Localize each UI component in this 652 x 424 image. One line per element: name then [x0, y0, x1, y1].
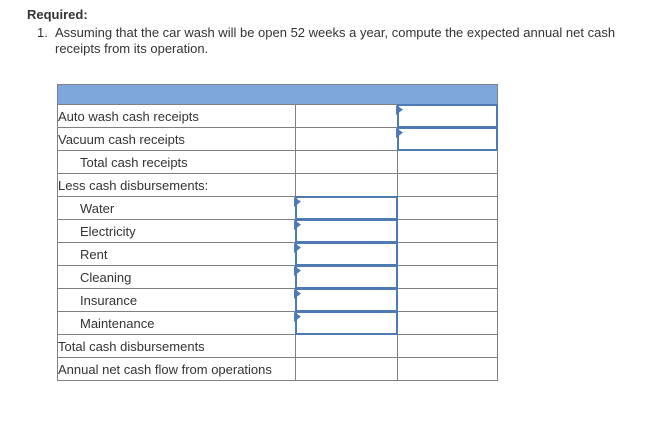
cell-marker-triangle-icon — [294, 266, 301, 276]
table-header-row — [56, 84, 499, 105]
amount-cell-vacuum-cash-receipts — [295, 127, 398, 151]
answer-input-vacuum-cash-receipts[interactable] — [396, 127, 499, 151]
amount-cell-rent — [294, 242, 398, 266]
table-row-water: Water — [57, 196, 499, 220]
total-cell-annual-net-cash-flow — [396, 357, 499, 381]
table-row-auto-wash-cash-receipts: Auto wash cash receipts — [57, 104, 499, 128]
row-label-less-cash-disbursements: Less cash disbursements: — [57, 173, 296, 197]
answer-input-insurance[interactable] — [294, 288, 398, 312]
cell-marker-triangle-icon — [294, 220, 301, 230]
row-label-auto-wash-cash-receipts: Auto wash cash receipts — [57, 104, 296, 128]
row-label-cleaning: Cleaning — [57, 265, 296, 289]
amount-cell-auto-wash-cash-receipts — [295, 104, 398, 128]
table-row-cleaning: Cleaning — [57, 265, 499, 289]
total-cell-maintenance — [396, 311, 499, 335]
answer-input-auto-wash-cash-receipts[interactable] — [396, 104, 499, 128]
total-cell-insurance — [396, 288, 499, 312]
instructions-block: Required: 1. Assuming that the car wash … — [27, 7, 637, 57]
table-row-less-cash-disbursements: Less cash disbursements: — [57, 173, 499, 197]
required-heading: Required: — [27, 7, 88, 22]
amount-cell-water — [294, 196, 398, 220]
cell-marker-triangle-icon — [396, 105, 403, 115]
row-label-total-cash-disbursements: Total cash disbursements — [57, 334, 296, 358]
amount-cell-cleaning — [294, 265, 398, 289]
worksheet-table: Auto wash cash receipts Vacuum cash recei… — [56, 84, 499, 381]
amount-cell-insurance — [294, 288, 398, 312]
answer-input-water[interactable] — [294, 196, 398, 220]
row-label-maintenance: Maintenance — [57, 311, 296, 335]
requirement-number: 1. — [37, 25, 48, 40]
cell-marker-triangle-icon — [294, 289, 301, 299]
total-cell-less-cash-disbursements — [396, 173, 499, 197]
row-label-annual-net-cash-flow: Annual net cash flow from operations — [57, 357, 296, 381]
total-cell-water — [396, 196, 499, 220]
answer-input-cleaning[interactable] — [294, 265, 398, 289]
cell-marker-triangle-icon — [294, 243, 301, 253]
total-cell-auto-wash-cash-receipts — [396, 104, 499, 128]
amount-cell-electricity — [294, 219, 398, 243]
row-label-vacuum-cash-receipts: Vacuum cash receipts — [57, 127, 296, 151]
table-row-electricity: Electricity — [57, 219, 499, 243]
cell-marker-triangle-icon — [396, 128, 403, 138]
amount-cell-annual-net-cash-flow — [295, 357, 398, 381]
total-cell-total-cash-receipts — [396, 150, 499, 174]
answer-input-rent[interactable] — [294, 242, 398, 266]
table-header-bar — [56, 84, 499, 105]
requirement-item: 1. Assuming that the car wash will be op… — [37, 25, 637, 57]
row-label-water: Water — [57, 196, 296, 220]
cell-marker-triangle-icon — [294, 312, 301, 322]
table-row-insurance: Insurance — [57, 288, 499, 312]
total-cell-cleaning — [396, 265, 499, 289]
row-label-rent: Rent — [57, 242, 296, 266]
cell-marker-triangle-icon — [294, 197, 301, 207]
amount-cell-maintenance — [294, 311, 398, 335]
row-label-insurance: Insurance — [57, 288, 296, 312]
amount-cell-less-cash-disbursements — [295, 173, 398, 197]
table-row-rent: Rent — [57, 242, 499, 266]
answer-input-electricity[interactable] — [294, 219, 398, 243]
total-cell-electricity — [396, 219, 499, 243]
total-cell-rent — [396, 242, 499, 266]
table-row-annual-net-cash-flow: Annual net cash flow from operations — [57, 357, 499, 381]
table-row-total-cash-disbursements: Total cash disbursements — [57, 334, 499, 358]
total-cell-total-cash-disbursements — [396, 334, 499, 358]
table-row-maintenance: Maintenance — [57, 311, 499, 335]
requirement-text: Assuming that the car wash will be open … — [55, 25, 616, 56]
table-row-vacuum-cash-receipts: Vacuum cash receipts — [57, 127, 499, 151]
answer-input-maintenance[interactable] — [294, 311, 398, 335]
row-label-electricity: Electricity — [57, 219, 296, 243]
amount-cell-total-cash-receipts — [295, 150, 398, 174]
table-row-total-cash-receipts: Total cash receipts — [57, 150, 499, 174]
amount-cell-total-cash-disbursements — [295, 334, 398, 358]
total-cell-vacuum-cash-receipts — [396, 127, 499, 151]
row-label-total-cash-receipts: Total cash receipts — [57, 150, 296, 174]
